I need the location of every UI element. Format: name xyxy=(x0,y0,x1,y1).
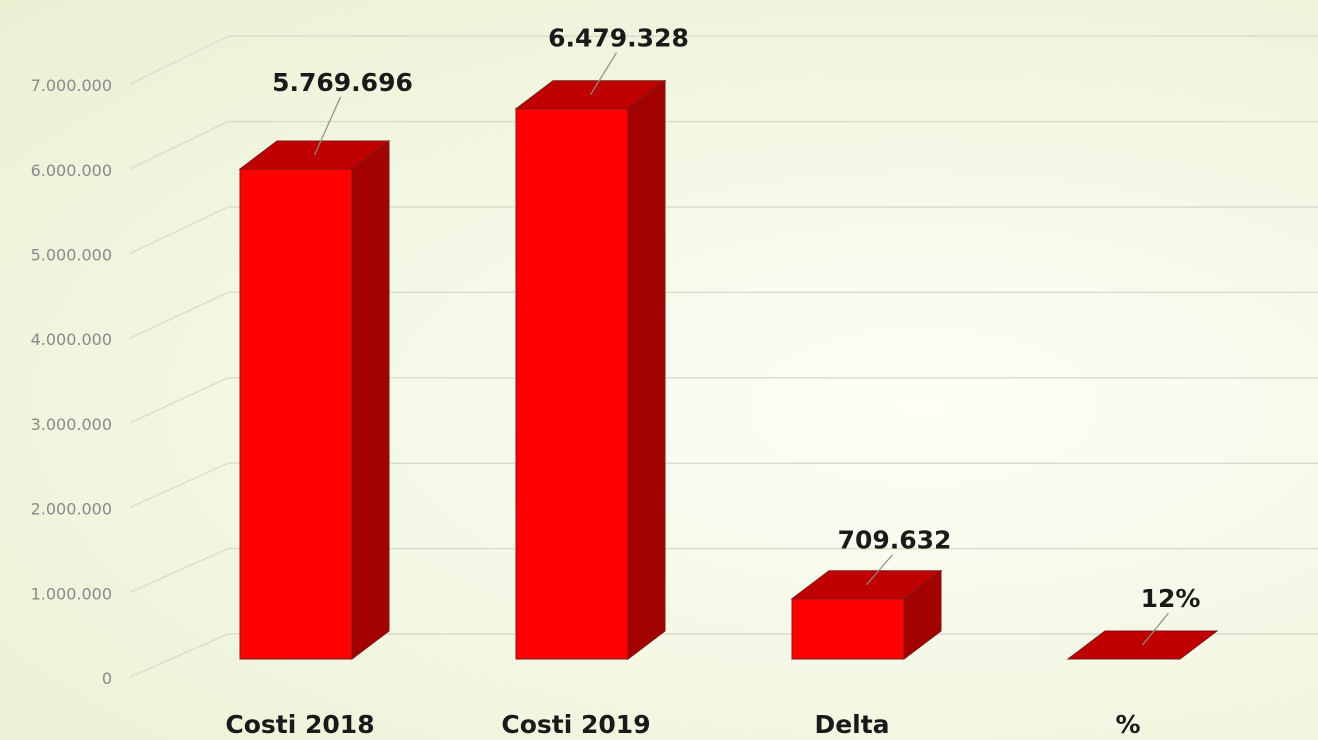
bar-front-face xyxy=(791,598,905,660)
y-tick-label: 7.000.000 xyxy=(31,76,112,95)
bar-front-face xyxy=(239,168,353,660)
gridline xyxy=(129,377,1318,424)
y-tick-label: 6.000.000 xyxy=(31,161,112,180)
leader-line xyxy=(1142,612,1169,646)
data-label: 6.479.328 xyxy=(548,24,689,53)
x-axis-label: % xyxy=(1115,710,1140,739)
bar-2 xyxy=(514,79,667,661)
y-tick-label: 1.000.000 xyxy=(31,584,112,603)
bar-side-face xyxy=(627,79,666,661)
x-axis-label: Costi 2018 xyxy=(225,710,374,739)
y-tick-label: 4.000.000 xyxy=(31,330,112,349)
y-tick-label: 0 xyxy=(102,669,112,688)
x-axis-labels: Costi 2018 Costi 2019 Delta% xyxy=(225,710,1140,739)
leader-line xyxy=(589,52,618,96)
y-axis-ticks: 0 1.000.000 2.000.000 3.000.000 4.000.000 5.0… xyxy=(31,76,112,688)
y-tick-label: 3.000.000 xyxy=(31,415,112,434)
y-tick-label: 5.000.000 xyxy=(31,246,112,265)
bar-front-face xyxy=(515,108,629,660)
data-label: 5.769.696 xyxy=(272,68,413,97)
leader-line xyxy=(866,554,893,586)
gridline xyxy=(129,633,1318,678)
bars xyxy=(238,79,1219,661)
data-labels: 5.769.696 6.479.328 709.632 12% xyxy=(272,24,1200,613)
bar-side-face xyxy=(351,139,390,661)
gridline xyxy=(129,462,1318,509)
leader-line xyxy=(313,96,342,156)
x-axis-label: Delta xyxy=(814,710,889,739)
x-axis-label: Costi 2019 xyxy=(501,710,650,739)
gridline xyxy=(129,35,1318,85)
gridline xyxy=(129,547,1318,593)
data-label: 12% xyxy=(1141,584,1201,613)
gridline xyxy=(129,206,1318,255)
gridline xyxy=(129,291,1318,339)
gridlines xyxy=(129,0,1318,678)
gridline xyxy=(129,120,1318,170)
y-tick-label: 2.000.000 xyxy=(31,500,112,519)
bar-1 xyxy=(238,139,391,661)
data-label: 709.632 xyxy=(838,526,952,555)
bar-3 xyxy=(790,569,943,661)
leader-lines xyxy=(313,52,1169,646)
